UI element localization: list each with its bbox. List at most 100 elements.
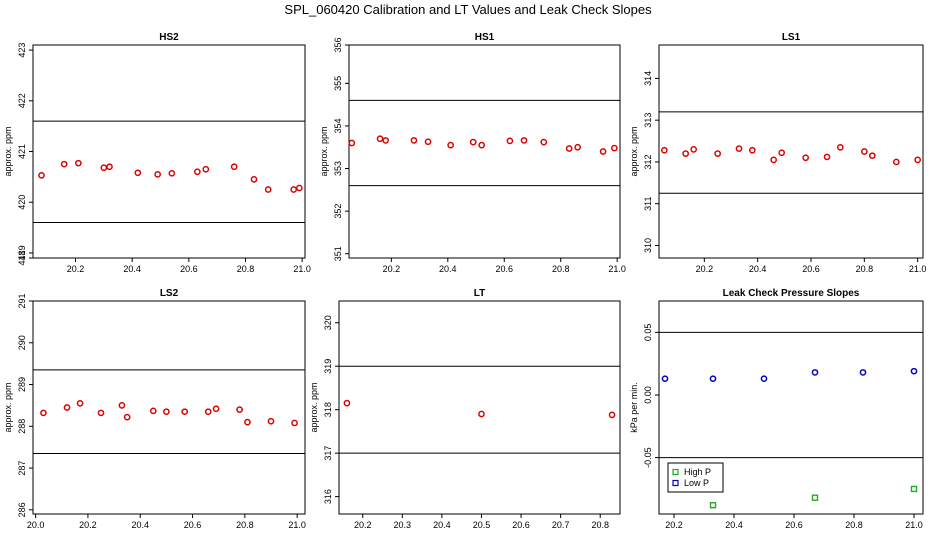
x-tick-label: 20.6: [180, 264, 198, 274]
y-tick-label: 351: [333, 246, 343, 261]
data-point: [661, 375, 669, 383]
y-tick-label: 319: [323, 359, 333, 374]
data-point: [868, 152, 876, 160]
x-tick-label: 20.2: [67, 264, 85, 274]
panel-title: HS1: [475, 32, 495, 43]
x-tick-label: 20.4: [433, 520, 451, 530]
data-point: [424, 138, 432, 146]
y-tick-label: 318: [323, 402, 333, 417]
data-point: [608, 411, 616, 419]
data-point: [778, 149, 786, 157]
x-tick-label: 20.4: [439, 264, 457, 274]
chart-panel: Leak Check Pressure Slopes kPa per min. 20…: [629, 288, 924, 530]
x-tick-label: 20.8: [856, 264, 874, 274]
y-tick-label: -0.05: [643, 447, 653, 468]
data-point: [202, 165, 210, 173]
data-point: [348, 139, 356, 147]
plot-frame: [658, 300, 924, 515]
panel-title: LS2: [160, 288, 179, 299]
y-tick-label: 423: [17, 43, 27, 58]
y-tick-label: 314: [643, 71, 653, 86]
data-point: [770, 156, 778, 164]
data-point: [40, 409, 47, 417]
x-tick-label: 20.8: [591, 520, 609, 530]
data-point: [236, 406, 243, 413]
data-point: [709, 375, 717, 383]
data-point: [910, 367, 918, 375]
data-point: [914, 156, 922, 164]
data-point: [382, 137, 390, 144]
data-point: [690, 146, 698, 153]
data-point: [193, 168, 201, 176]
data-point: [574, 143, 582, 151]
x-tick-label: 20.4: [749, 264, 767, 274]
y-tick-label: 312: [643, 154, 653, 169]
chart-panel: LS1 approx. ppm 20.2 20.4 20.6 20.8 21.0 310 311…: [629, 32, 926, 274]
x-tick-label: 20.8: [552, 264, 570, 274]
y-tick-label: 353: [333, 161, 343, 176]
data-point: [540, 138, 548, 146]
data-point: [290, 186, 298, 193]
data-point: [204, 408, 212, 416]
panel-title: LT: [474, 288, 485, 299]
data-point: [264, 186, 272, 193]
data-point: [836, 143, 844, 151]
data-point: [163, 408, 170, 416]
data-point: [97, 409, 105, 417]
y-tick-label: 0.00: [643, 386, 653, 404]
data-point: [100, 164, 108, 172]
chart-panel: LS2 approx. ppm 20.0 20.2 20.4 20.6 20.8 21.0 28…: [3, 288, 306, 530]
y-axis-label: approx. ppm: [309, 382, 319, 432]
y-tick-label: 287: [17, 461, 27, 476]
data-point: [244, 418, 251, 426]
data-point: [823, 153, 831, 161]
x-tick-label: 20.8: [845, 520, 863, 530]
y-tick-label: 311: [643, 197, 653, 211]
data-point: [506, 137, 514, 145]
data-point: [660, 146, 668, 154]
chart-panel: HS1 approx. ppm 20.2 20.4 20.6 20.8 21.0 351 352…: [319, 32, 626, 274]
y-tick-label: 420: [17, 195, 27, 210]
plot-frame: [348, 44, 621, 259]
data-point: [74, 159, 82, 167]
x-tick-label: 21.0: [608, 264, 626, 274]
data-point: [478, 410, 485, 418]
y-tick-label: 286: [17, 502, 27, 517]
data-point: [802, 154, 810, 162]
data-point: [106, 163, 113, 171]
data-point: [149, 407, 157, 415]
y-axis-label: approx. ppm: [3, 382, 13, 432]
data-point: [118, 402, 126, 409]
data-point: [38, 171, 45, 179]
y-tick-label: 288: [17, 419, 27, 434]
x-tick-label: 20.2: [383, 264, 401, 274]
legend-label: High P: [684, 467, 711, 477]
data-point: [611, 144, 618, 152]
x-tick-label: 21.0: [288, 520, 306, 530]
y-tick-label: 422: [17, 93, 27, 108]
data-point: [760, 375, 768, 383]
y-tick-label: 421: [17, 144, 27, 159]
data-point: [410, 137, 418, 144]
plot-frame: [338, 300, 621, 515]
data-point: [748, 146, 756, 154]
y-tick-label: 310: [643, 238, 653, 253]
data-point: [230, 163, 238, 171]
x-tick-label: 20.2: [79, 520, 97, 530]
y-tick-label: 418: [17, 250, 27, 265]
data-point: [599, 148, 607, 155]
x-tick-label: 20.8: [237, 264, 255, 274]
x-tick-label: 20.4: [123, 264, 141, 274]
data-point: [714, 150, 722, 157]
data-point: [212, 405, 220, 413]
y-tick-label: 313: [643, 113, 653, 128]
data-point: [291, 419, 298, 427]
x-tick-label: 20.6: [184, 520, 202, 530]
data-point: [447, 141, 454, 149]
y-tick-label: 289: [17, 377, 27, 392]
y-axis-label: approx. ppm: [629, 126, 639, 176]
data-point: [168, 169, 176, 177]
panels: HS2 approx. ppm 20.2 20.4 20.6 20.8 21.0 419 420…: [3, 32, 926, 530]
data-point: [154, 170, 162, 178]
data-point: [469, 138, 477, 146]
